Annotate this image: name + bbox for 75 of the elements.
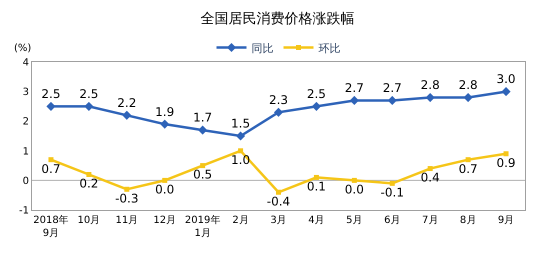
point: [198, 126, 208, 135]
y-tick-label: -1: [19, 206, 29, 216]
data-label: 0.2: [79, 176, 98, 191]
y-tick-label: 1: [22, 146, 29, 158]
point: [314, 174, 319, 180]
data-label: 2.5: [306, 87, 326, 102]
point: [388, 96, 397, 106]
x-tick-label: 2月: [232, 215, 249, 226]
data-label: 1.0: [231, 152, 250, 167]
x-tick-label: 4月: [308, 215, 325, 226]
x-tick-label: 5月: [346, 215, 363, 226]
point: [200, 163, 206, 168]
data-label: -0.4: [266, 194, 290, 208]
data-label: 0.0: [344, 182, 364, 197]
data-label: 2.8: [458, 78, 478, 92]
data-label: 2.7: [344, 81, 364, 96]
legend-label: 同比: [252, 42, 274, 55]
point: [124, 186, 130, 192]
point: [426, 92, 435, 102]
x-tick-label: 3月: [270, 215, 287, 226]
data-label: 0.5: [193, 168, 212, 182]
x-tick-label: 2018年 9月: [33, 214, 69, 239]
point: [48, 157, 54, 162]
data-label: 0.1: [306, 180, 326, 194]
legend-label: 环比: [318, 42, 340, 55]
x-tick-label: 10月: [78, 215, 100, 226]
data-label: 0.9: [496, 156, 516, 170]
point: [122, 110, 132, 120]
x-tick-label: 9月: [498, 215, 514, 226]
data-label: 0.7: [458, 162, 478, 176]
data-label: 1.7: [193, 110, 212, 125]
point: [84, 102, 94, 111]
chart-title: 全国居民消费价格涨跌幅: [200, 10, 354, 27]
data-label: -0.3: [115, 191, 139, 206]
point: [428, 166, 433, 172]
data-label: 2.5: [41, 87, 61, 102]
x-tick-label: 6月: [384, 215, 400, 226]
data-label: 2.2: [117, 96, 136, 110]
data-label: 0.4: [420, 170, 440, 185]
x-tick-label: 12月: [153, 215, 176, 226]
data-label: -0.1: [380, 185, 404, 200]
point: [86, 172, 92, 177]
point: [464, 92, 473, 102]
point: [504, 151, 509, 156]
y-tick-label: 4: [22, 58, 29, 68]
point: [312, 102, 321, 111]
point: [274, 108, 284, 117]
y-axis-title: (%): [14, 43, 32, 54]
x-tick-label: 8月: [460, 215, 476, 226]
x-tick-label: 2019年 1月: [184, 214, 220, 239]
y-tick-label: 2: [22, 116, 29, 128]
point: [350, 96, 359, 106]
x-tick-label: 11月: [115, 215, 138, 226]
data-label: 1.5: [231, 116, 250, 131]
data-label: 0.0: [155, 182, 174, 197]
point: [160, 120, 170, 129]
data-label: 2.3: [268, 92, 288, 107]
data-label: 0.7: [41, 162, 61, 176]
point: [238, 148, 244, 154]
data-label: 1.9: [155, 104, 174, 119]
data-label: 3.0: [496, 72, 516, 86]
y-tick-label: 3: [22, 87, 29, 98]
point: [162, 178, 168, 183]
point: [276, 190, 281, 195]
point: [236, 131, 246, 141]
data-label: 2.7: [382, 81, 402, 96]
point: [466, 157, 471, 162]
point: [501, 87, 511, 96]
point: [46, 102, 56, 111]
data-label: 2.5: [79, 87, 98, 102]
y-tick-label: 0: [22, 176, 29, 187]
point: [390, 180, 395, 186]
point: [352, 178, 357, 183]
x-tick-label: 7月: [422, 215, 438, 226]
data-label: 2.8: [420, 78, 440, 92]
